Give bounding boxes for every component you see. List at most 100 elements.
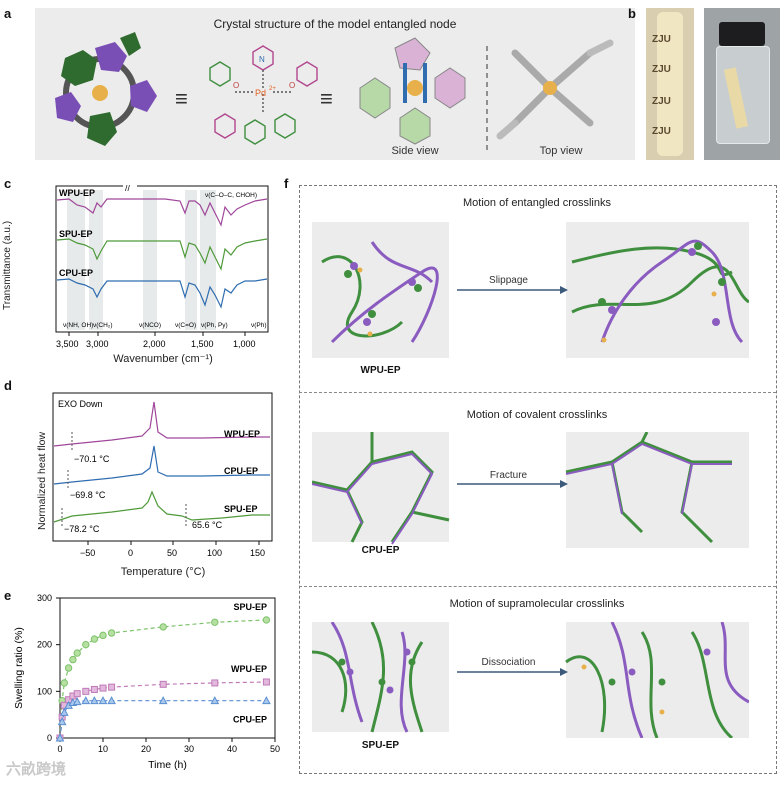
data-point — [90, 696, 99, 705]
svg-text:−78.2 °C: −78.2 °C — [64, 524, 100, 534]
svg-text:1,000: 1,000 — [233, 339, 256, 349]
ftir-wpu-curve — [56, 198, 268, 227]
chemical-structure: N Pd 2+ O O — [209, 45, 318, 145]
dsc-spu-curve — [53, 490, 270, 523]
data-point — [158, 696, 168, 705]
dsc-wpu-curve — [53, 401, 270, 447]
data-point — [73, 690, 81, 698]
panel-d-xlabel: Temperature (°C) — [120, 566, 206, 578]
data-point — [210, 696, 220, 705]
x-tick-label: 0 — [57, 744, 62, 754]
side-view-model — [359, 37, 466, 145]
ftir-cpu-curve — [56, 278, 268, 309]
axis-break-mark: // — [125, 185, 131, 193]
x-tick-label: 40 — [227, 744, 237, 754]
panel-c-ylabel: Transmittance (a.u.) — [2, 220, 13, 310]
svg-text:N: N — [259, 55, 265, 64]
cpu-ep-network-label: CPU-EP — [361, 545, 400, 556]
data-point — [159, 623, 167, 631]
data-point — [211, 618, 219, 626]
data-point — [159, 680, 167, 688]
panel-f-separator-1 — [299, 392, 776, 393]
svg-text:150: 150 — [250, 548, 265, 558]
x-tick-label: 30 — [184, 744, 194, 754]
x-tick-label: 50 — [270, 744, 280, 754]
equiv-sign-1: ≡ — [175, 86, 188, 111]
top-view-caption: Top view — [539, 145, 583, 157]
svg-text:ν(CH₂): ν(CH₂) — [93, 322, 113, 329]
data-point — [57, 717, 67, 726]
data-point — [55, 733, 65, 742]
fracture-arrow-label: Fracture — [489, 470, 528, 481]
entangled-network-art — [321, 239, 749, 344]
svg-text:ν(C–O–C, CHOH): ν(C–O–C, CHOH) — [205, 192, 257, 199]
ftir-chart: // 3,500 3,000 2,000 1,500 1,000 WPU-EP … — [55, 185, 269, 349]
data-point — [64, 664, 73, 672]
panel-c-xlabel: Wavenumber (cm⁻¹) — [113, 353, 213, 365]
data-point — [60, 679, 69, 687]
svg-text:0: 0 — [128, 548, 133, 558]
watermark-text: 六畝跨境 — [6, 761, 67, 778]
y-tick-label: 200 — [37, 640, 52, 650]
ftir-label-spu: SPU-EP — [59, 229, 93, 239]
y-tick-label: 0 — [47, 733, 52, 743]
svg-text:ν(C=O): ν(C=O) — [175, 322, 196, 329]
dsc-cpu-curve — [53, 445, 270, 485]
panel-f-frame — [299, 185, 777, 774]
data-point — [262, 616, 271, 624]
ftir-label-cpu: CPU-EP — [59, 268, 93, 278]
panel-a-title: Crystal structure of the model entangled… — [213, 17, 457, 31]
swelling-plot-frame — [59, 597, 276, 739]
supramolecular-network-art — [312, 622, 749, 738]
side-view-caption: Side view — [391, 145, 439, 157]
sample-strip-photo: ZJU ZJU ZJU ZJU — [646, 8, 694, 160]
svg-text:−70.1 °C: −70.1 °C — [74, 454, 110, 464]
spu-ep-network-label: SPU-EP — [361, 740, 400, 751]
svg-text:ν(NCO): ν(NCO) — [139, 322, 161, 329]
data-point — [98, 696, 108, 705]
data-point — [262, 696, 271, 705]
panel-d-label: d — [4, 378, 12, 393]
slippage-arrow-label: Slippage — [489, 275, 528, 286]
data-point — [69, 655, 77, 664]
svg-text:ν(NH, OH): ν(NH, OH) — [63, 322, 93, 329]
swelling-chart: 0 100 200 300 0 10 20 30 40 50 Time (h) Swelling ra… — [13, 593, 280, 771]
panel-f-separator-2 — [299, 586, 776, 587]
series-label-spu-ep: SPU-EP — [233, 602, 267, 612]
data-point — [262, 678, 270, 686]
svg-text:O: O — [289, 81, 295, 90]
panel-c-label: c — [4, 176, 12, 191]
panel-a-illustrations: ≡ N Pd 2+ O O ≡ — [55, 32, 614, 154]
panel-e-label: e — [4, 588, 12, 603]
svg-text:ν(Ph, Py): ν(Ph, Py) — [201, 322, 228, 329]
data-point — [211, 679, 219, 687]
section-covalent-title: Motion of covalent crosslinks — [466, 409, 608, 421]
data-point — [59, 707, 69, 716]
svg-text:100: 100 — [207, 548, 222, 558]
svg-text:65.6 °C: 65.6 °C — [192, 520, 223, 530]
svg-text:−50: −50 — [80, 548, 95, 558]
x-tick-label: 10 — [98, 744, 108, 754]
data-point — [108, 683, 116, 691]
x-tick-label: 20 — [141, 744, 151, 754]
swelling-ylabel: Swelling ratio (%) — [13, 627, 25, 709]
svg-text:ν(Ph): ν(Ph) — [251, 322, 267, 329]
section-supramolecular-title: Motion of supramolecular crosslinks — [449, 598, 625, 610]
svg-text:CPU-EP: CPU-EP — [224, 466, 258, 476]
exo-down-note: EXO Down — [58, 399, 103, 409]
data-point — [82, 640, 90, 649]
data-point — [72, 697, 82, 706]
y-tick-label: 300 — [37, 593, 52, 603]
svg-text:3,000: 3,000 — [86, 339, 109, 349]
wpu-ep-network-label: WPU-EP — [360, 365, 401, 376]
series-label-cpu-ep: CPU-EP — [233, 715, 267, 725]
covalent-network-art — [312, 432, 732, 545]
section-entangled-title: Motion of entangled crosslinks — [463, 197, 611, 209]
svg-text:SPU-EP: SPU-EP — [224, 504, 258, 514]
data-point — [107, 629, 116, 637]
svg-text:O: O — [233, 81, 239, 90]
equiv-sign-2: ≡ — [320, 86, 333, 111]
data-point — [90, 635, 99, 643]
data-point — [107, 696, 116, 705]
data-point — [99, 631, 107, 640]
